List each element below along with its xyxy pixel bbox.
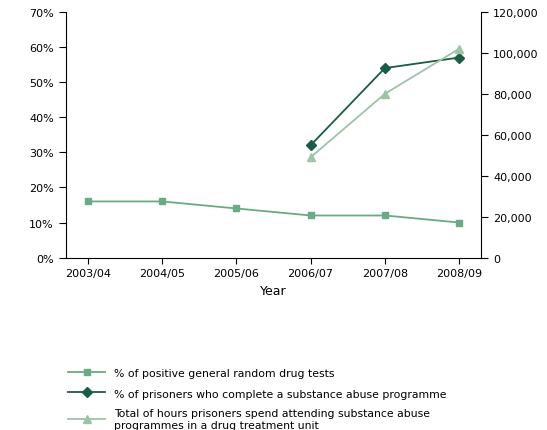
% of positive general random drug tests — [382, 213, 388, 218]
Line: % of positive general random drug tests: % of positive general random drug tests — [84, 199, 463, 227]
% of positive general random drug tests — [159, 200, 165, 205]
% of positive general random drug tests — [307, 213, 314, 218]
Total of hours prisoners spend attending substance abuse
programmes in a drug treatment unit — [382, 92, 388, 97]
X-axis label: Year: Year — [260, 284, 287, 297]
% of prisoners who complete a substance abuse programme — [307, 143, 314, 148]
% of prisoners who complete a substance abuse programme — [456, 56, 462, 61]
% of positive general random drug tests — [233, 206, 240, 212]
Total of hours prisoners spend attending substance abuse
programmes in a drug treatment unit — [456, 47, 462, 52]
Total of hours prisoners spend attending substance abuse
programmes in a drug treatment unit — [307, 155, 314, 160]
% of prisoners who complete a substance abuse programme — [382, 66, 388, 71]
% of positive general random drug tests — [85, 200, 91, 205]
Line: % of prisoners who complete a substance abuse programme: % of prisoners who complete a substance … — [307, 55, 463, 149]
Line: Total of hours prisoners spend attending substance abuse
programmes in a drug treatment unit: Total of hours prisoners spend attending… — [306, 46, 463, 162]
Legend: % of positive general random drug tests, % of prisoners who complete a substance: % of positive general random drug tests,… — [67, 368, 447, 430]
% of positive general random drug tests — [456, 221, 462, 226]
